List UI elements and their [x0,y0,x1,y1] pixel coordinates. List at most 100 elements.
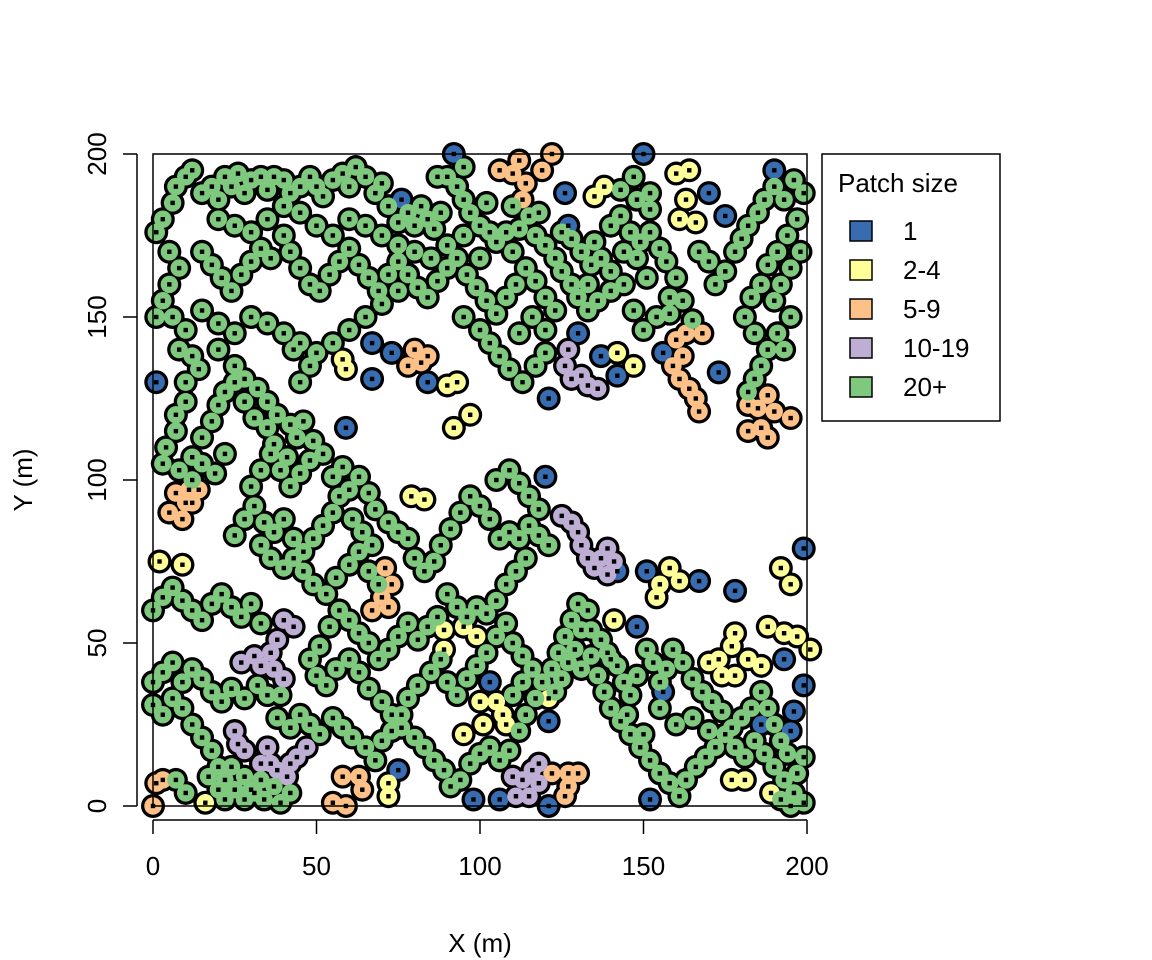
point-marker [497,353,502,359]
point-marker [546,543,551,548]
point-marker [631,363,636,369]
point-marker [657,706,663,711]
point-marker [363,745,368,750]
point-marker [755,210,761,215]
point-marker [438,210,443,215]
point-marker [602,184,607,189]
point-marker [657,771,663,776]
point-marker [347,562,352,567]
point-marker [396,634,401,639]
point-marker [199,308,205,313]
point-marker [396,529,401,535]
point-marker [507,529,512,535]
point-marker [559,230,564,235]
point-marker [510,249,515,254]
point-marker [209,184,215,189]
point-marker [373,758,378,763]
point-marker [330,474,336,479]
point-marker [634,197,640,202]
point-marker [474,604,479,610]
point-marker [729,644,734,649]
point-marker [510,774,515,779]
point-marker [297,712,303,717]
point-marker [644,275,649,281]
point-marker [546,719,551,724]
point-marker [696,249,702,254]
point-marker [435,174,440,180]
point-marker [454,256,460,261]
point-marker [167,510,172,515]
point-marker [297,210,303,215]
point-marker [778,738,784,743]
point-marker [216,217,221,222]
point-marker [794,771,800,776]
point-marker [360,529,365,535]
point-marker [461,732,466,737]
point-marker [291,624,296,629]
point-marker [592,239,597,245]
point-marker [533,363,538,369]
point-marker [517,331,522,336]
point-marker [441,647,447,652]
point-marker [389,582,394,587]
point-marker [222,451,228,457]
point-marker [788,314,793,320]
point-marker [379,595,385,600]
point-marker [288,422,293,427]
point-marker [288,790,293,796]
point-marker [543,327,548,333]
point-marker [709,699,715,704]
point-marker [745,389,751,395]
point-marker [183,500,188,506]
point-marker [314,223,319,228]
point-marker [278,468,283,473]
y-axis: 0 50 100 150 200 [82,132,138,813]
point-marker [278,800,283,805]
point-marker [160,777,166,783]
point-marker [356,262,362,268]
point-marker [759,363,764,369]
point-marker [186,487,192,492]
point-marker [520,777,525,783]
point-marker [176,347,182,352]
point-marker [520,197,525,202]
point-marker [425,624,430,629]
point-marker [572,647,578,652]
point-marker [732,631,738,636]
point-marker [566,771,571,776]
point-marker [327,624,332,629]
point-marker [585,556,591,561]
point-marker [651,660,656,665]
point-marker [484,200,489,206]
point-marker [333,666,339,672]
point-marker [634,673,640,678]
point-marker [474,634,479,639]
point-marker [366,275,372,281]
point-marker [297,340,303,346]
point-marker [598,353,604,359]
legend-title: Patch size [838,168,958,198]
point-marker [199,617,205,623]
point-marker [405,536,411,541]
point-marker [347,217,352,222]
point-marker [539,168,545,173]
point-marker [690,676,695,682]
point-marker [507,748,512,753]
point-marker [794,217,800,222]
point-marker [549,771,555,776]
point-marker [271,784,277,789]
point-marker [520,679,525,685]
point-marker [765,435,770,440]
point-marker [180,679,185,685]
point-marker [723,213,728,219]
point-marker [180,562,185,567]
point-marker [281,516,286,522]
point-marker [517,536,522,541]
point-marker [732,673,738,678]
point-marker [422,569,427,574]
point-marker [196,366,201,372]
point-marker [794,634,800,639]
point-marker [628,692,633,698]
point-marker [605,650,610,655]
point-marker [281,676,286,682]
